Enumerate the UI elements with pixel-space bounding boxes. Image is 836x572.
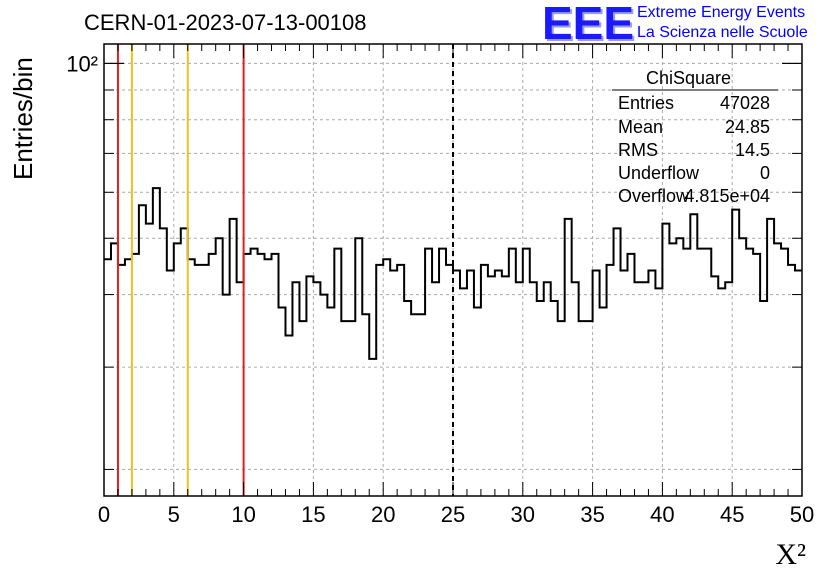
x-tick-label: 50 xyxy=(790,502,814,527)
stats-key: Entries xyxy=(618,93,675,113)
stats-row-entries: Entries 47028 xyxy=(618,93,770,115)
stats-row-underflow: Underflow 0 xyxy=(618,163,770,185)
stats-title: ChiSquare xyxy=(646,68,732,88)
x-tick-label: 30 xyxy=(511,502,535,527)
run-title: CERN-01-2023-07-13-00108 xyxy=(84,10,367,35)
histogram-series xyxy=(104,187,802,360)
histogram-line xyxy=(104,187,802,360)
stats-row-overflow: Overflow 4.815e+04 xyxy=(618,186,770,208)
tick-labels: 0 5 10 15 20 25 30 35 40 45 50 10² xyxy=(66,51,814,527)
reference-lines xyxy=(116,44,454,496)
axes xyxy=(103,43,803,497)
stats-key: RMS xyxy=(618,140,658,160)
x-axis-label: X² xyxy=(775,538,806,571)
brand-line-1: Extreme Energy Events xyxy=(637,4,806,21)
stats-key: Mean xyxy=(618,117,664,137)
x-tick-label: 5 xyxy=(168,502,180,527)
x-tick-label: 0 xyxy=(98,502,110,527)
stats-value: 24.85 xyxy=(724,117,770,137)
stats-value: 4.815e+04 xyxy=(684,186,770,206)
stats-key: Overflow xyxy=(618,186,690,206)
stats-value: 14.5 xyxy=(734,140,770,160)
y-axis-label: Entries/bin xyxy=(8,57,38,180)
stats-key: Underflow xyxy=(618,163,700,183)
x-tick-label: 20 xyxy=(371,502,395,527)
x-tick-label: 35 xyxy=(580,502,604,527)
y-tick-label: 10² xyxy=(66,51,98,76)
x-tick-label: 40 xyxy=(650,502,674,527)
stats-row-mean: Mean 24.85 xyxy=(618,117,770,139)
brand-line-2: La Scienza nelle Scuole xyxy=(637,24,808,41)
x-tick-label: 25 xyxy=(441,502,465,527)
stats-row-rms: RMS 14.5 xyxy=(618,140,770,162)
eee-logo: EEE xyxy=(542,0,635,49)
x-tick-label: 15 xyxy=(301,502,325,527)
x-tick-label: 10 xyxy=(231,502,255,527)
x-tick-label: 45 xyxy=(720,502,744,527)
stats-value: 47028 xyxy=(719,93,770,113)
stats-value: 0 xyxy=(759,163,770,183)
